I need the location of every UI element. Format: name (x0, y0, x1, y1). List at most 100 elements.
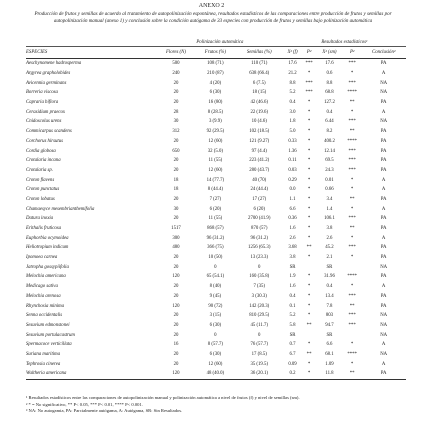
data-cell (343, 330, 361, 340)
data-cell: 21.2 (288, 71, 297, 77)
data-cell: 17 (8.5) (251, 351, 267, 357)
data-cell: 0.29 (288, 177, 297, 183)
data-cell: 20 (173, 90, 179, 96)
data-cell: 3 (9.9) (208, 119, 222, 125)
data-cell: 106.1 (324, 216, 335, 222)
column-header: X² (f) (282, 46, 303, 59)
data-cell: 20 (173, 264, 179, 270)
data-cell: 8 (44.4) (207, 187, 223, 193)
table-row: Chamaesyce mesembrianthemifolia 30 6 (20) 6… (26, 204, 406, 214)
species-cell: Cerasidium praecox (26, 109, 66, 115)
data-cell: 1.9 (289, 274, 296, 280)
data-cell: 0.7 (289, 342, 296, 348)
data-cell: A (381, 187, 386, 193)
data-cell: 10 (50) (208, 255, 223, 261)
data-cell: 0 (214, 332, 217, 338)
species-cell: Argyrea grapholobides (26, 71, 71, 77)
data-cell: 11 (55) (208, 158, 223, 164)
data-cell: * (307, 313, 311, 319)
column-header: P² (302, 46, 316, 59)
data-cell: 810 (29.5) (249, 313, 270, 319)
data-cell: 11.8 (315, 369, 343, 380)
column-header: P² (342, 46, 362, 59)
data-cell: 5.8 (289, 322, 296, 328)
table-row: Capraria biflora 20 16 (80) 42 (46.6) 0.4 * 12… (26, 98, 406, 108)
data-cell: 20 (173, 80, 179, 86)
data-cell: 48 (40.0) (195, 369, 236, 380)
data-cell: * (307, 71, 311, 77)
species-cell: Cnidoscolus urens (26, 119, 62, 125)
data-cell: 280 (43.7) (249, 167, 270, 173)
data-cell: 5.2 (289, 313, 296, 319)
data-cell: 210 (87) (207, 71, 224, 77)
species-cell: Erithalis fruticosa (26, 226, 62, 232)
species-cell: Suriana maritima (26, 351, 60, 357)
data-cell: NA (380, 264, 388, 270)
data-cell: 45 (11.7) (250, 322, 268, 328)
data-cell: 3.4 (326, 196, 333, 202)
data-cell: 12 (60) (208, 167, 223, 173)
table-row: Erithalis fruticosa 1517 868 (57) 870 (57) 1… (26, 224, 406, 234)
data-cell: 92 (29.5) (206, 129, 225, 135)
data-cell: 6.7 (289, 351, 296, 357)
data-cell: 0.0 (289, 187, 296, 193)
data-cell: * (350, 109, 354, 115)
species-cell: Aeschynomene hadrosperma (26, 61, 82, 67)
species-cell: Jatropha gossypiifolia (26, 264, 69, 270)
table-row: Borreria viscosa 20 6 (30) 18 (15) 5.2 *** 68.… (26, 88, 406, 98)
table-row: Croton punctatus 18 8 (44.4) 24 (44.4) 0.0 * 0… (26, 185, 406, 195)
data-cell: 5.2 (289, 90, 296, 96)
data-cell (302, 330, 316, 340)
data-cell: 400.2 (324, 138, 335, 144)
data-cell: 223 (41.2) (249, 158, 270, 164)
data-cell: * (350, 255, 354, 261)
data-cell (343, 262, 361, 272)
caption: Producción de frutos y semillas de acuer… (34, 12, 392, 24)
data-cell: PA (380, 167, 387, 173)
data-cell: 638 (66.4) (249, 71, 270, 77)
data-cell: * (350, 177, 354, 183)
data-cell: 8.2 (326, 129, 333, 135)
table-row: Croton lobatus 20 7 (27) 17 (27) 1.1 * 3.4 ** PA (26, 195, 406, 205)
data-cell: 32 (5.0) (207, 148, 223, 154)
data-cell: PA (380, 293, 387, 299)
data-cell: 870 (57) (251, 226, 268, 232)
data-cell: SR (289, 264, 296, 270)
species-cell: Sesuvium portulacastrum (26, 332, 75, 338)
data-cell: NA (380, 90, 388, 96)
data-cell: 3.0 (289, 109, 296, 115)
data-cell: ** (306, 351, 312, 357)
data-cell: PA (380, 216, 387, 222)
species-cell: Avicennia germinans (26, 80, 67, 86)
data-cell: NA (380, 80, 388, 86)
data-cell: 97 (4.4) (251, 148, 267, 154)
data-cell: A (381, 235, 386, 241)
data-cell: * (307, 177, 311, 183)
table-row: Crotalaria sp. 20 12 (60) 280 (43.7) 0.03 * 24… (26, 166, 406, 176)
data-cell: 1517 (171, 226, 181, 232)
blank (26, 38, 157, 47)
data-cell: 0 (258, 264, 261, 270)
data-cell: A (381, 71, 386, 77)
data-cell: 3 (15) (209, 313, 222, 319)
data-cell: 20 (173, 322, 179, 328)
data-cell: 3 (30.3) (251, 293, 267, 299)
data-cell: 20 (173, 293, 179, 299)
data-cell: 1.4 (326, 206, 333, 212)
data-cell: 0.4 (289, 100, 296, 106)
data-cell: 500 (172, 61, 180, 67)
data-cell: 12.14 (324, 148, 335, 154)
data-cell: 1.1 (289, 196, 296, 202)
data-cell: 20 (173, 100, 179, 106)
data-cell: 1.36 (288, 148, 297, 154)
data-cell: 8 (40) (209, 284, 222, 290)
data-cell: 35 (19.5) (250, 361, 269, 367)
data-cell: PA (380, 226, 387, 232)
table-row: Cnidoscolus urens 30 3 (9.9) 10 (4.6) 1.8 * 6.… (26, 117, 406, 127)
species-cell: Melochia arenosa (26, 293, 61, 299)
table-row: Argyrea grapholobides 240 210 (87) 638 (66.… (26, 69, 406, 79)
table-row: Melochia americana 120 65 (54.1) 160 (35.8)… (26, 272, 406, 282)
data-cell: 300 (172, 235, 180, 241)
data-cell: PA (380, 129, 387, 135)
data-cell: 8 (57.7) (207, 342, 223, 348)
